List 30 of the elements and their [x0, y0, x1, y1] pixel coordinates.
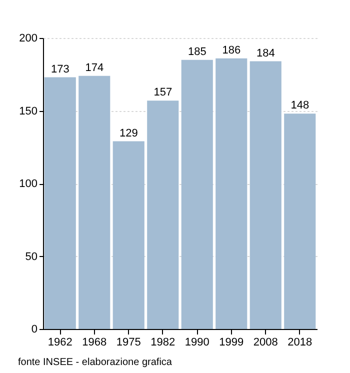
- bar: [78, 76, 110, 329]
- data-label: 186: [222, 44, 241, 56]
- source-note: fonte INSEE - elaborazione grafica: [18, 357, 173, 368]
- x-tick-label: 2018: [288, 336, 312, 348]
- bar: [284, 114, 316, 329]
- x-tick-label: 1962: [48, 336, 72, 348]
- bar: [147, 100, 179, 329]
- x-tick-label: 1999: [219, 336, 244, 348]
- y-tick-label: 100: [19, 178, 38, 190]
- bar: [112, 141, 144, 329]
- y-tick-label: 0: [31, 324, 38, 336]
- data-label: 185: [188, 46, 206, 58]
- bar: [181, 60, 213, 329]
- data-label: 148: [290, 100, 310, 112]
- data-label: 184: [256, 47, 275, 60]
- data-label: 173: [50, 63, 70, 76]
- y-tick-label: 50: [25, 250, 38, 263]
- data-label: 157: [154, 86, 172, 99]
- x-tick-label: 1968: [82, 336, 107, 348]
- bar: [250, 61, 282, 329]
- x-tick-label: 1982: [150, 336, 176, 348]
- data-label: 129: [119, 127, 138, 140]
- bar: [44, 77, 76, 329]
- data-label: 174: [85, 62, 104, 74]
- y-tick-label: 200: [19, 32, 38, 44]
- x-tick-label: 1975: [116, 336, 141, 348]
- bar: [216, 58, 248, 329]
- x-tick-label: 1990: [184, 336, 210, 348]
- y-tick-label: 150: [19, 105, 38, 118]
- x-tick-label: 2008: [253, 336, 278, 348]
